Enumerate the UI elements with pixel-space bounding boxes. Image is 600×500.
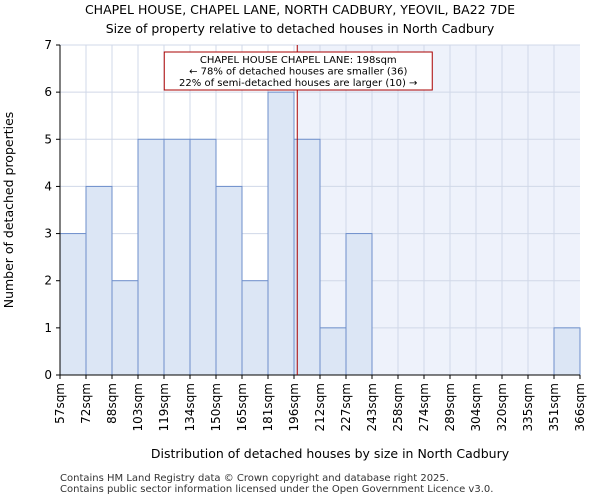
y-tick-label-7: 7 [44, 38, 52, 52]
footer-line-2: Contains public sector information licen… [60, 484, 494, 495]
x-tick-label-227sqm: 227sqm [339, 383, 353, 431]
x-tick-label-134sqm: 134sqm [183, 383, 197, 431]
annotation-box [163, 51, 433, 91]
x-tick-label-258sqm: 258sqm [391, 383, 405, 431]
chart-title: CHAPEL HOUSE, CHAPEL LANE, NORTH CADBURY… [84, 2, 516, 17]
bar-196sqm [293, 138, 321, 376]
bar-134sqm [189, 138, 217, 376]
x-tick-label-304sqm: 304sqm [469, 383, 483, 431]
x-tick-label-212sqm: 212sqm [313, 383, 327, 431]
y-axis-label: Number of detached properties [1, 112, 16, 309]
x-tick-label-57sqm: 57sqm [53, 383, 67, 424]
x-tick-label-289sqm: 289sqm [443, 383, 457, 431]
bar-165sqm [241, 280, 269, 376]
bar-72sqm [85, 185, 113, 376]
x-tick-label-150sqm: 150sqm [209, 383, 223, 431]
x-tick-label-243sqm: 243sqm [365, 383, 379, 431]
bar-181sqm [267, 91, 295, 376]
x-tick-label-320sqm: 320sqm [495, 383, 509, 431]
x-tick-label-181sqm: 181sqm [261, 383, 275, 431]
x-tick-label-351sqm: 351sqm [547, 383, 561, 431]
bar-212sqm [319, 327, 347, 376]
y-tick-label-1: 1 [44, 321, 52, 335]
x-tick-label-196sqm: 196sqm [287, 383, 301, 431]
x-tick-label-274sqm: 274sqm [417, 383, 431, 431]
x-tick-label-72sqm: 72sqm [79, 383, 93, 424]
x-tick-label-103sqm: 103sqm [131, 383, 145, 431]
bar-103sqm [137, 138, 165, 376]
x-tick-label-119sqm: 119sqm [157, 383, 171, 431]
x-tick-label-165sqm: 165sqm [235, 383, 249, 431]
y-tick-label-6: 6 [44, 85, 52, 99]
x-tick-label-335sqm: 335sqm [521, 383, 535, 431]
x-axis-label: Distribution of detached houses by size … [151, 446, 510, 461]
annotation-line-2: ← 78% of detached houses are smaller (36… [189, 67, 407, 78]
bar-150sqm [215, 185, 243, 376]
bar-227sqm [345, 233, 373, 376]
bar-57sqm [59, 233, 87, 376]
y-tick-label-5: 5 [44, 132, 52, 146]
bar-119sqm [163, 138, 191, 376]
footer-line-1: Contains HM Land Registry data © Crown c… [60, 473, 449, 484]
x-tick-label-366sqm: 366sqm [573, 383, 587, 431]
larger-region-shading [297, 45, 580, 375]
chart-subtitle: Size of property relative to detached ho… [105, 21, 495, 36]
bar-88sqm [111, 280, 139, 376]
bar-351sqm [553, 327, 581, 376]
annotation-line-3: 22% of semi-detached houses are larger (… [179, 78, 417, 89]
annotation-line-1: CHAPEL HOUSE CHAPEL LANE: 198sqm [200, 55, 397, 66]
y-tick-label-4: 4 [44, 179, 52, 193]
x-tick-label-88sqm: 88sqm [105, 383, 119, 424]
y-tick-label-3: 3 [44, 227, 52, 241]
y-tick-label-0: 0 [44, 368, 52, 382]
y-tick-label-2: 2 [44, 274, 52, 288]
